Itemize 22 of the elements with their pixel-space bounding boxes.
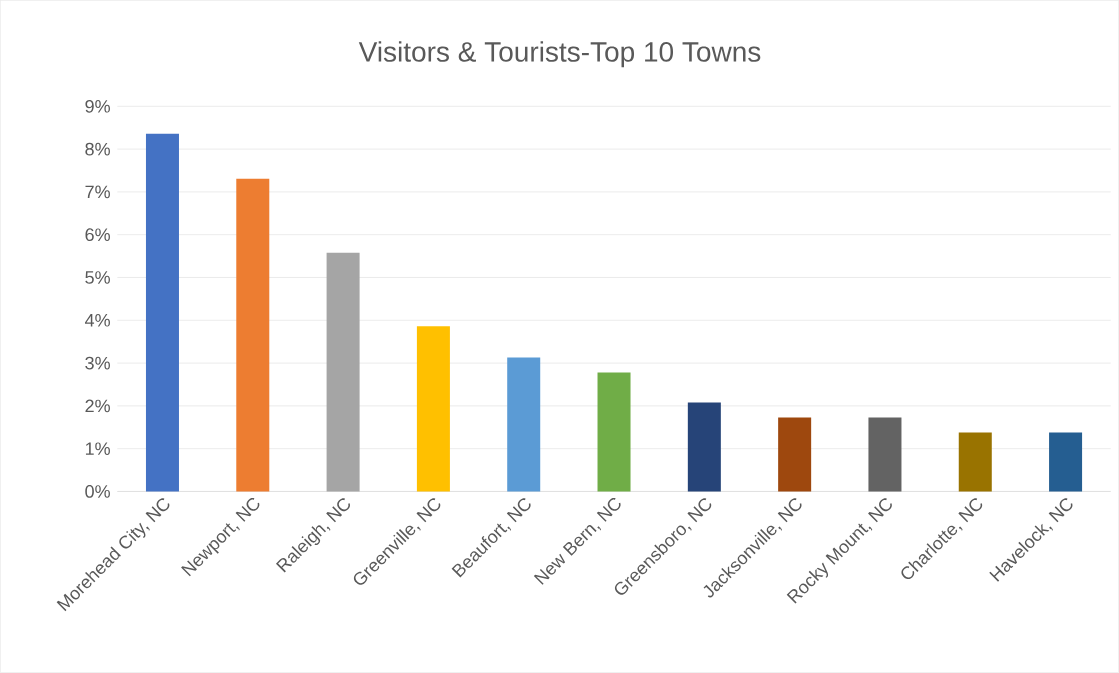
bar (1049, 432, 1083, 492)
bar (416, 326, 450, 492)
y-tick-label: 6% (85, 228, 110, 242)
y-tick-label: 4% (85, 314, 110, 327)
bar (868, 417, 902, 492)
y-tick-label: 8% (85, 142, 110, 156)
bar (326, 252, 360, 492)
bar (597, 372, 631, 492)
y-tick-label: 1% (85, 442, 110, 456)
y-tick-label: 0% (85, 485, 110, 498)
y-tick-label: 9% (85, 100, 110, 113)
y-tick-label: 2% (85, 399, 110, 413)
bar (687, 402, 721, 492)
bar (507, 357, 541, 492)
bar (145, 133, 179, 492)
y-tick-label: 3% (85, 356, 110, 370)
y-tick-label: 7% (85, 185, 110, 199)
bar (236, 178, 270, 492)
y-tick-label: 5% (85, 271, 110, 284)
chart-title: Visitors & Tourists-Top 10 Towns (358, 41, 761, 68)
bar (778, 417, 812, 492)
bar (958, 432, 992, 492)
